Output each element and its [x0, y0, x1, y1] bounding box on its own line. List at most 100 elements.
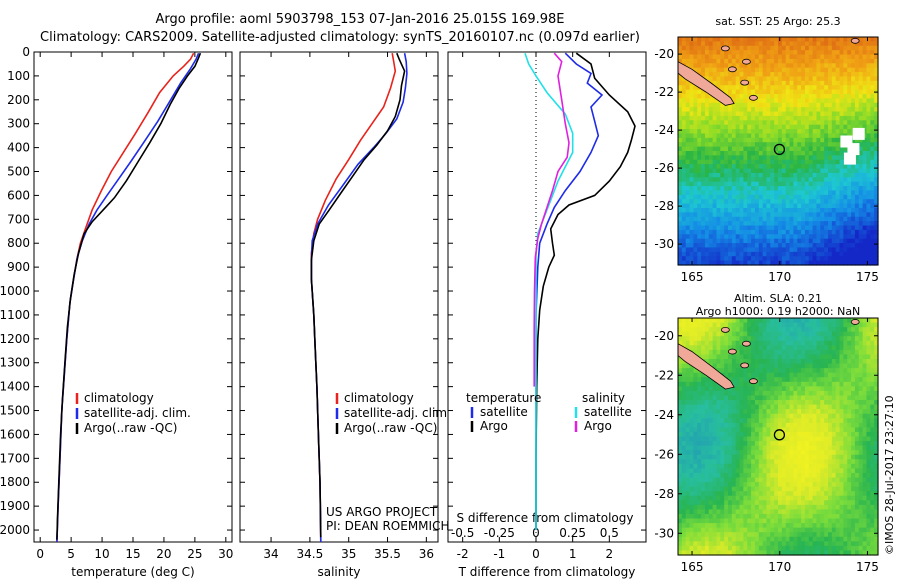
small-island	[850, 37, 860, 44]
difference-xtick-label: 0	[532, 547, 540, 561]
sla_map-ytick-label: -24	[654, 408, 674, 422]
temperature-xtick-label: 20	[156, 547, 171, 561]
difference-axes-frame	[447, 51, 647, 543]
temperature-xtick-label: 25	[187, 547, 202, 561]
small-island	[749, 94, 758, 101]
sst-title: sat. SST: 25 Argo: 25.3	[715, 15, 840, 28]
sst-nodata-patch	[847, 143, 860, 156]
depth-tick-label: 500	[7, 165, 30, 179]
temperature-xtick-label: 5	[67, 547, 75, 561]
sst_map-ytick-label: -24	[654, 123, 674, 137]
sla_map-argo-location-marker	[773, 429, 786, 441]
sla_map-ytick-label: -26	[654, 447, 674, 461]
sla-subtitle: Argo h1000: 0.19 h2000: NaN	[696, 305, 861, 318]
temperature-xtick-label: 10	[94, 547, 109, 561]
diff-legend-label: satellite	[480, 405, 528, 419]
sla_map-ytick-label: -22	[654, 368, 674, 382]
small-island	[740, 79, 750, 86]
sla-title: Altim. SLA: 0.21	[734, 292, 822, 305]
diff-legend-label: Argo	[480, 419, 508, 433]
temperature-panel: 0 5 10 15 20 25 30 temperature (deg C) 0 100 200 30…	[0, 45, 233, 579]
depth-tick-label: 1000	[0, 284, 30, 298]
small-island	[740, 362, 750, 369]
s-diff-tick-label: 0	[532, 526, 540, 540]
salinity-xtick-label: 34	[263, 547, 278, 561]
depth-tick-label: 900	[7, 260, 30, 274]
difference-panel: -2 -1 0 1 2 T difference from climatology -0.5…	[447, 51, 647, 579]
diff-legend-header-temperature: temperature	[466, 391, 541, 405]
sst_map-heatmap-cells	[678, 37, 879, 266]
depth-tick-label: 1800	[0, 475, 30, 489]
depth-tick-label: 1700	[0, 451, 30, 465]
sst_map-xtick-label: 175	[856, 270, 879, 284]
sst_map-ytick-label: -20	[654, 47, 674, 61]
sst_map-xtick-label: 165	[681, 270, 704, 284]
temperature-xtick-label: 15	[125, 547, 140, 561]
depth-tick-label: 1500	[0, 404, 30, 418]
temperature-xlabel: temperature (deg C)	[71, 565, 194, 579]
sst-nodata-patch	[852, 127, 865, 140]
salinity-xtick-label: 36	[419, 547, 434, 561]
header-line2: Climatology: CARS2009. Satellite-adjuste…	[40, 30, 640, 45]
sst_map-ytick-label: -26	[654, 161, 674, 175]
depth-tick-label: 0	[22, 45, 30, 59]
sst-map-panel: sat. SST: 25 Argo: 25.3 165 170 175 -20 -22 -2…	[654, 15, 879, 284]
difference-xtick-label: -2	[457, 547, 469, 561]
small-island	[720, 45, 730, 52]
sla_map-xtick-label: 170	[768, 560, 791, 574]
sla_map-ytick-label: -28	[654, 487, 674, 501]
sst_map-frame	[677, 36, 879, 266]
project-label: US ARGO PROJECT	[326, 505, 438, 519]
small-island	[720, 326, 730, 333]
small-island	[742, 340, 751, 347]
s-diff-tick-label: 0.25	[559, 526, 586, 540]
pi-label: PI: DEAN ROEMMICH	[326, 519, 449, 533]
diff-legend-label: Argo	[584, 419, 612, 433]
sst_map-ytick-label: -22	[654, 85, 674, 99]
temp-legend-label: Argo(..raw -QC)	[84, 421, 177, 435]
sal-legend-label: climatology	[344, 391, 414, 405]
depth-tick-label: 1200	[0, 332, 30, 346]
salinity-xlabel: salinity	[317, 565, 360, 579]
salinity-xtick-label: 35.5	[374, 547, 401, 561]
temperature-axes-frame	[33, 51, 233, 543]
difference-xtick-label: 2	[606, 547, 614, 561]
depth-tick-label: 1600	[0, 427, 30, 441]
sla_map-xtick-label: 175	[856, 560, 879, 574]
sal-legend-label: Argo(..raw -QC)	[344, 421, 437, 435]
sla_map-xtick-label: 165	[681, 560, 704, 574]
small-island	[727, 348, 737, 355]
temp-legend-label: climatology	[84, 391, 154, 405]
diff-series-1	[535, 52, 636, 530]
difference-xtick-label: 1	[569, 547, 577, 561]
depth-tick-label: 1900	[0, 499, 30, 513]
depth-tick-label: 1100	[0, 308, 30, 322]
sla_map-frame	[677, 317, 879, 556]
sla_map-ytick-label: -30	[654, 526, 674, 540]
diff-legend-label: satellite	[584, 405, 632, 419]
s-diff-tick-label: -0.25	[484, 526, 515, 540]
diff-series-3	[533, 52, 570, 387]
small-island	[742, 58, 751, 65]
s-diff-tick-label: 0.5	[600, 526, 619, 540]
depth-tick-label: 300	[7, 117, 30, 131]
difference-xtick-label: -1	[493, 547, 505, 561]
difference-xlabel: T difference from climatology	[458, 565, 636, 579]
diff-legend-header-salinity: salinity	[582, 391, 625, 405]
depth-tick-label: 400	[7, 141, 30, 155]
small-island	[727, 66, 737, 73]
sla_map-ytick-label: -20	[654, 329, 674, 343]
depth-tick-label: 200	[7, 93, 30, 107]
depth-tick-label: 700	[7, 212, 30, 226]
small-island	[850, 319, 860, 325]
depth-tick-label: 2000	[0, 523, 30, 537]
s-diff-tick-label: -0.5	[451, 526, 474, 540]
temperature-xtick-label: 0	[36, 547, 44, 561]
small-island	[749, 378, 758, 385]
sst_map-ytick-label: -30	[654, 237, 674, 251]
depth-tick-label: 1300	[0, 356, 30, 370]
sst_map-xtick-label: 170	[768, 270, 791, 284]
temperature-xtick-label: 30	[218, 547, 233, 561]
sst_map-argo-location-marker	[773, 143, 786, 156]
